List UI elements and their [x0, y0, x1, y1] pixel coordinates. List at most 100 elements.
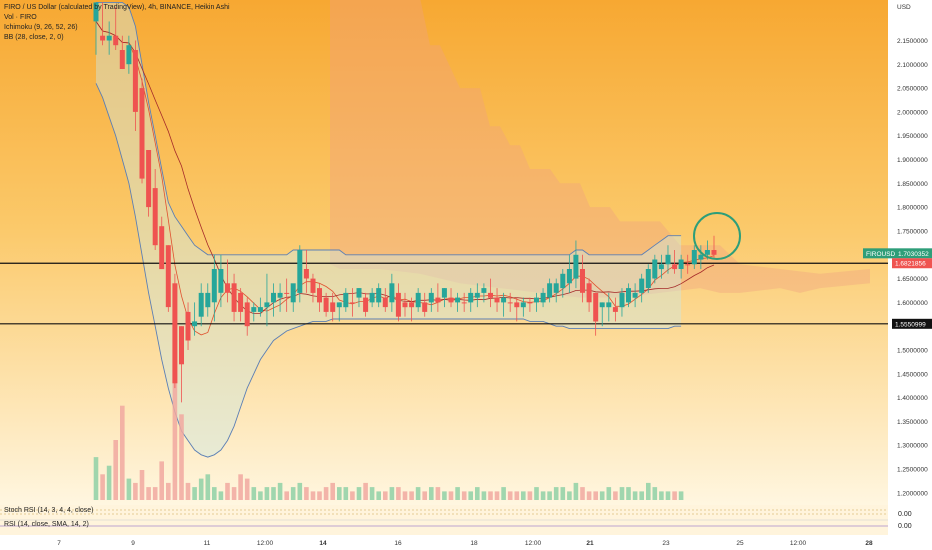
candle	[369, 288, 375, 308]
candle	[185, 302, 191, 350]
volume-bar	[343, 487, 349, 500]
volume-bar	[185, 482, 191, 500]
volume-bar	[547, 491, 552, 500]
volume-bar	[93, 457, 99, 500]
x-tick-label: 7	[57, 540, 61, 547]
candle-body	[251, 307, 257, 312]
volume-bar	[429, 487, 434, 500]
candle-body	[363, 297, 369, 312]
candle	[645, 264, 651, 293]
volume-bar	[448, 491, 454, 500]
candle	[711, 235, 717, 260]
candle-body	[428, 292, 434, 303]
volume-bar	[271, 487, 276, 500]
volume-bar	[475, 487, 480, 500]
volume-bar	[120, 405, 125, 500]
volume-bar	[244, 478, 250, 500]
y-tick-label: 1.2000000	[897, 490, 928, 497]
candle	[455, 292, 461, 312]
volume-bar	[323, 487, 329, 500]
chart-background	[0, 0, 888, 505]
volume-bar	[521, 491, 526, 500]
candle-body	[586, 283, 592, 303]
candle	[382, 288, 388, 312]
candle-body	[336, 302, 342, 308]
candle	[494, 288, 500, 312]
volume-bar	[152, 487, 158, 500]
volume-bar	[100, 474, 105, 500]
y-tick-label: 1.4000000	[897, 395, 928, 402]
candle	[119, 35, 125, 70]
candle-body	[395, 292, 401, 317]
volume-bar	[304, 487, 309, 500]
candle-body	[455, 297, 461, 303]
candle-body	[626, 288, 631, 303]
volume-bar	[251, 487, 257, 500]
candle-body	[678, 259, 684, 269]
volume-bar	[494, 491, 500, 500]
candle-body	[113, 35, 119, 46]
volume-bar	[652, 487, 658, 500]
volume-bar	[133, 482, 138, 500]
candle-body	[409, 302, 415, 308]
volume-bar	[139, 470, 145, 500]
candle-body	[488, 292, 493, 298]
candle-body	[540, 292, 546, 303]
candle-body	[297, 250, 303, 293]
volume-bar	[481, 491, 487, 500]
volume-bar	[507, 491, 513, 500]
candle-body	[612, 307, 618, 312]
candle-body	[711, 250, 717, 255]
candle-body	[520, 302, 526, 308]
volume-bar	[593, 491, 598, 500]
candle-body	[619, 292, 625, 308]
candle	[422, 292, 428, 317]
candle	[573, 240, 579, 289]
volume-bar	[646, 482, 651, 500]
volume-bar	[218, 491, 224, 500]
volume-bar	[567, 491, 572, 500]
candle	[461, 292, 467, 312]
candle-body	[211, 269, 217, 303]
candle-body	[172, 283, 178, 384]
candle	[93, 2, 99, 55]
candle-body	[448, 297, 454, 303]
candle-body	[593, 292, 599, 322]
candle-body	[330, 302, 336, 312]
candle-body	[566, 269, 572, 284]
candle-body	[507, 302, 513, 304]
candle	[231, 273, 237, 322]
candle-body	[461, 302, 467, 304]
candle-body	[691, 250, 697, 265]
candle	[323, 292, 329, 317]
volume-bar	[113, 440, 118, 500]
volume-bar	[212, 487, 217, 500]
candle-body	[580, 269, 585, 293]
candle	[297, 245, 303, 303]
candle-body	[323, 297, 329, 312]
candle-body	[547, 283, 553, 298]
candle-body	[382, 297, 388, 308]
candle-body	[481, 288, 487, 293]
candle	[389, 273, 395, 312]
candle	[271, 283, 276, 317]
candle	[106, 21, 112, 55]
candle-body	[501, 297, 507, 303]
candle-body	[238, 292, 244, 312]
candle-body	[119, 50, 125, 69]
volume-bar	[415, 487, 421, 500]
candle-body	[672, 264, 678, 270]
price-axis-bg	[888, 0, 932, 550]
volume-bar	[389, 487, 395, 500]
volume-bar	[258, 491, 263, 500]
candle-body	[573, 254, 579, 279]
candle	[626, 283, 631, 308]
candle-body	[349, 302, 355, 304]
candle	[658, 254, 664, 279]
candle-body	[93, 2, 99, 22]
candle-body	[606, 302, 612, 308]
candle	[468, 288, 474, 312]
x-tick-label: 9	[131, 540, 135, 547]
candle-body	[599, 302, 605, 308]
